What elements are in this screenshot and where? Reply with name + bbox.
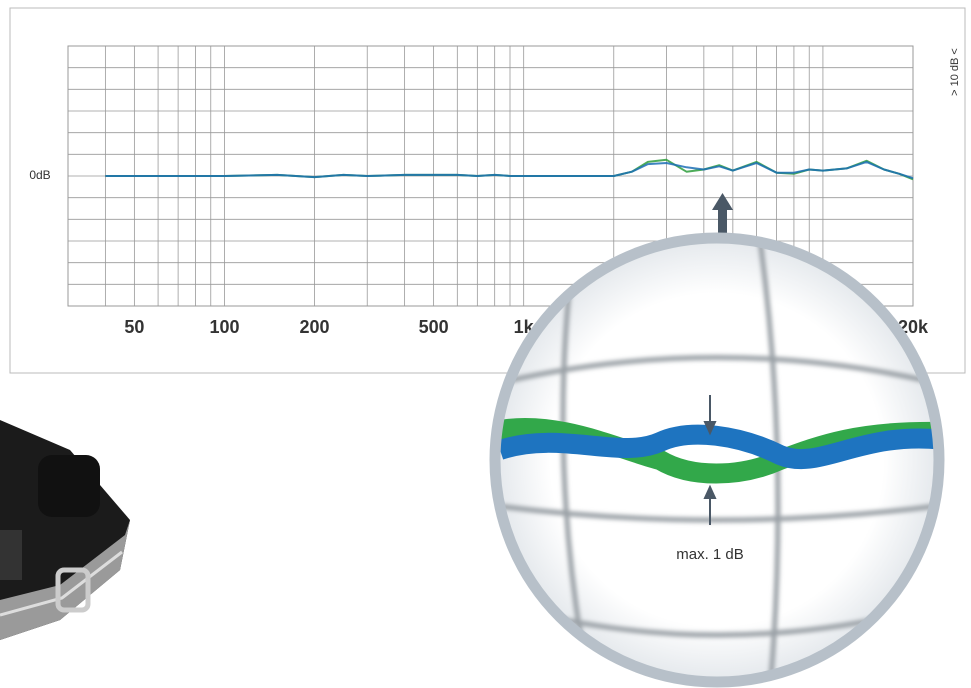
x-tick-label: 50: [124, 317, 144, 337]
scale-note: > 10 dB <: [949, 48, 961, 96]
x-tick-label: 100: [209, 317, 239, 337]
response-line: [105, 160, 914, 180]
x-tick-label: 500: [419, 317, 449, 337]
pointer-arrow: [712, 193, 733, 238]
magnifier: max. 1 dB: [489, 232, 945, 688]
y-tick-label: 0dB: [29, 168, 50, 182]
x-tick-label: 20k: [898, 317, 929, 337]
x-tick-label: 200: [300, 317, 330, 337]
annotation: max. 1 dB: [676, 546, 744, 563]
case-photo: [0, 420, 130, 640]
